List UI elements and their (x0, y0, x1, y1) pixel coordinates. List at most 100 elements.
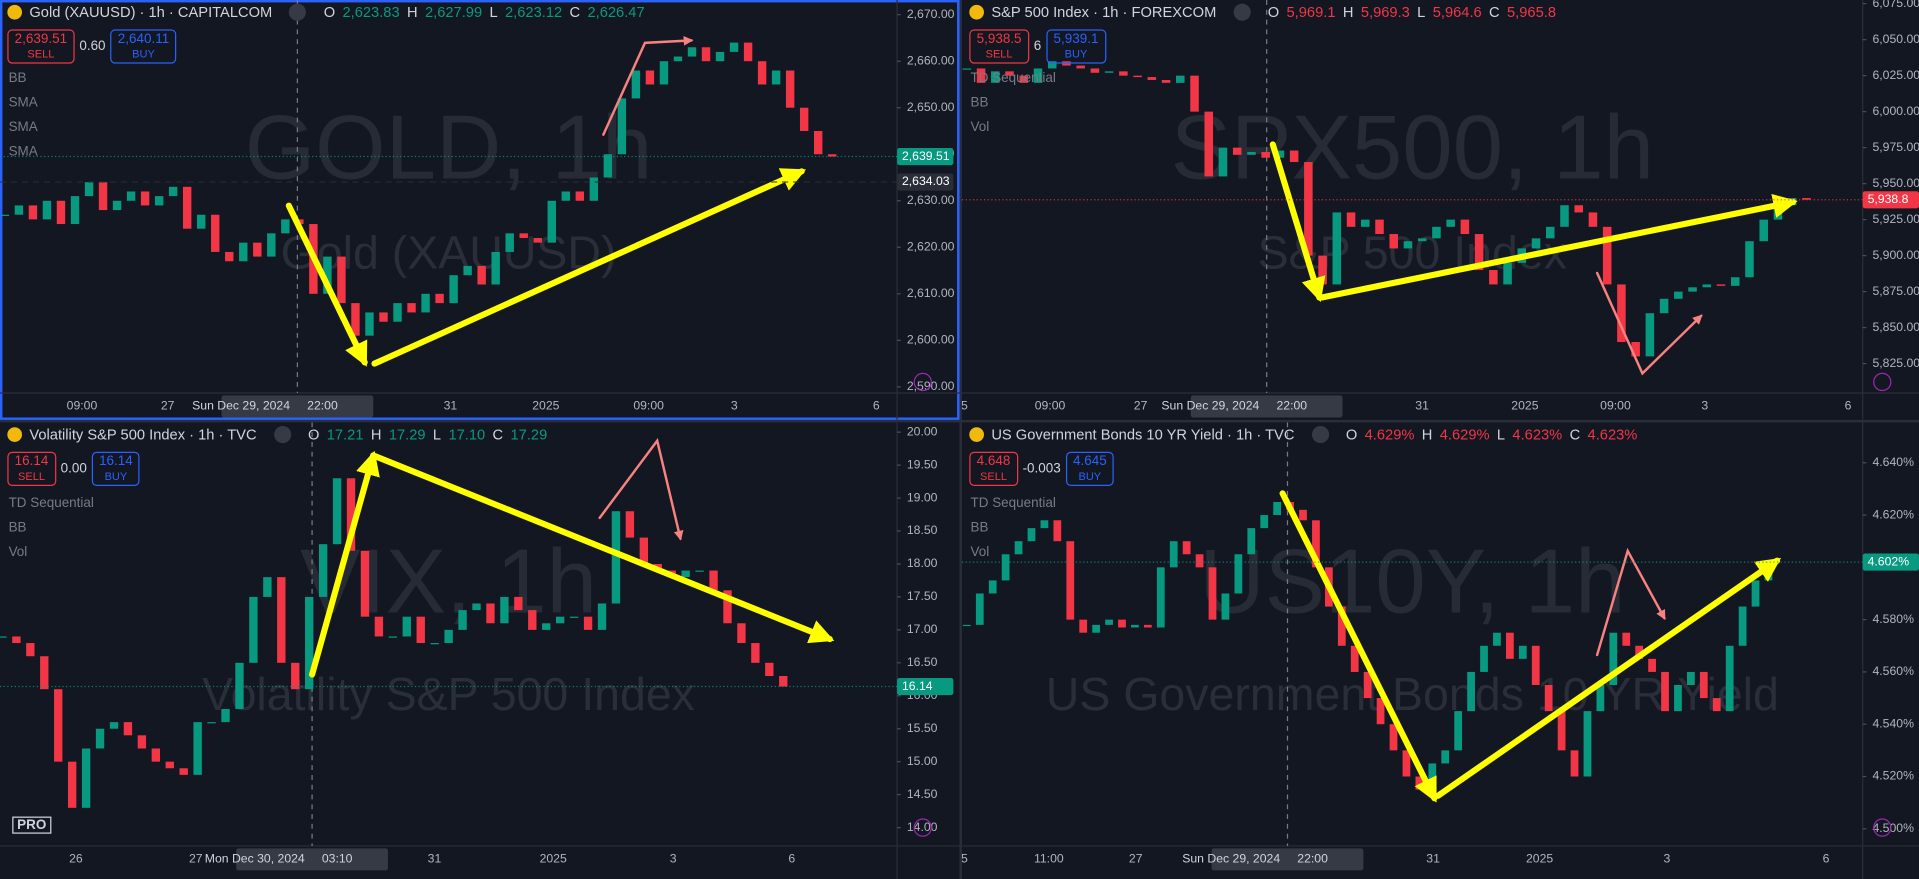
ohlc-value: 4.629% (1364, 426, 1415, 444)
sell-price: 2,639.51 (14, 31, 68, 47)
sell-button[interactable]: 4.648 SELL (969, 451, 1018, 487)
candle (751, 643, 760, 663)
candle (991, 71, 1000, 83)
watermark-ticker: US10Y, 1h (1199, 531, 1625, 632)
price-tag (897, 147, 954, 166)
candle (519, 233, 528, 238)
y-tick-label: 14.00 (907, 820, 938, 834)
drawing-arrow (602, 35, 694, 136)
candle (625, 511, 635, 538)
y-tick-label: 5,850.00 (1872, 320, 1919, 334)
x-tick-label: 2025 (532, 399, 559, 413)
x-tick-label: 5 (962, 852, 968, 866)
candle (449, 275, 458, 304)
candle (1182, 541, 1191, 555)
candle (491, 251, 500, 285)
candle (1574, 205, 1583, 213)
candle (1730, 277, 1740, 286)
sell-button[interactable]: 16.14 SELL (7, 451, 56, 487)
x-tick-label: 6 (1823, 852, 1830, 866)
candle (1602, 226, 1612, 285)
chart-panel: GOLD, 1h Gold (XAUUSD) 2,590.00 2,600.00 2,6… (0, 0, 960, 420)
candle (743, 42, 753, 62)
sell-button[interactable]: 2,639.51 SELL (7, 29, 75, 64)
candle (168, 186, 178, 197)
candle (1218, 147, 1228, 177)
candle (42, 200, 52, 220)
sell-price: 16.14 (14, 454, 49, 469)
buy-button[interactable]: 5,939.1 BUY (1046, 29, 1106, 64)
candle (1176, 75, 1185, 83)
trade-buttons: 16.14 SELL 0.00 16.14 BUY (7, 451, 141, 487)
x-tick-label: 27 (161, 399, 175, 413)
candle (1053, 520, 1062, 542)
x-tick-label: 5 (962, 399, 968, 413)
candle (709, 570, 718, 591)
price-tag (897, 677, 954, 696)
y-tick-label: 17.00 (907, 622, 938, 636)
ohlc-value: 5,964.6 (1432, 3, 1482, 21)
trend-arrow (1318, 193, 1798, 301)
candle (140, 191, 150, 206)
crosshair-time: 22:00 (307, 399, 338, 413)
candle (1019, 75, 1029, 83)
candle (1105, 619, 1113, 625)
candle (435, 293, 444, 304)
candle (165, 761, 174, 769)
replay-icon (913, 818, 932, 837)
trade-buttons: 4.648 SELL -0.003 4.645 BUY (969, 451, 1115, 487)
chart-canvas: US10Y, 1h US Government Bonds 10 YR Yield… (961, 422, 1919, 879)
buy-label: BUY (104, 470, 128, 483)
indicator-label: BB (8, 520, 27, 535)
candle (603, 154, 613, 178)
crosshair-time-tag (1211, 848, 1364, 871)
candle (765, 662, 774, 676)
candle (1363, 671, 1372, 699)
replay-icon (1873, 372, 1892, 392)
candle (1402, 750, 1411, 777)
candle (182, 186, 192, 229)
candle (1503, 262, 1512, 285)
buy-button[interactable]: 2,640.11 BUY (110, 29, 177, 64)
candle (569, 616, 579, 618)
price-tag-label: 16.14 (902, 679, 933, 693)
sell-button[interactable]: 5,938.5 SELL (969, 29, 1029, 64)
buy-button[interactable]: 4.645 BUY (1065, 451, 1115, 487)
candle (323, 256, 332, 294)
candle (263, 577, 272, 597)
candle (1375, 219, 1384, 235)
y-tick-label: 4.520% (1872, 769, 1914, 783)
candle (1432, 226, 1441, 239)
buy-button[interactable]: 16.14 BUY (91, 451, 141, 487)
drawing-arrow (1595, 547, 1666, 657)
candle (211, 214, 220, 252)
trend-arrow (1279, 490, 1438, 803)
symbol-icon (7, 4, 23, 20)
candle (975, 593, 984, 625)
candle (681, 570, 690, 578)
candle (193, 722, 202, 775)
crosshair-date: Sun Dec 29, 2024 (1161, 399, 1259, 413)
candle (639, 537, 649, 564)
candle (1273, 501, 1282, 516)
candle (1169, 541, 1178, 568)
candle (332, 478, 342, 545)
y-tick-label: 18.00 (907, 556, 938, 570)
symbol-icon (7, 427, 23, 442)
watermark-name: Volatility S&P 500 Index (202, 668, 695, 720)
candle (1688, 287, 1697, 292)
candle (137, 735, 147, 749)
crosshair-time: 22:00 (1297, 852, 1328, 866)
candle (1260, 515, 1269, 529)
candle (611, 511, 621, 604)
ohlc-value: 17.10 (448, 426, 486, 444)
trade-buttons: 5,938.5 SELL 6 5,939.1 BUY (969, 29, 1106, 64)
y-tick-label: 6,075.00 (1872, 0, 1919, 10)
candle (1596, 685, 1605, 712)
indicator-label: SMA (8, 144, 38, 160)
spread: 0.00 (60, 461, 87, 477)
crosshair-date: Mon Dec 30, 2024 (205, 852, 305, 866)
candle (1040, 520, 1049, 529)
candle (12, 636, 21, 644)
candle (1745, 241, 1754, 278)
